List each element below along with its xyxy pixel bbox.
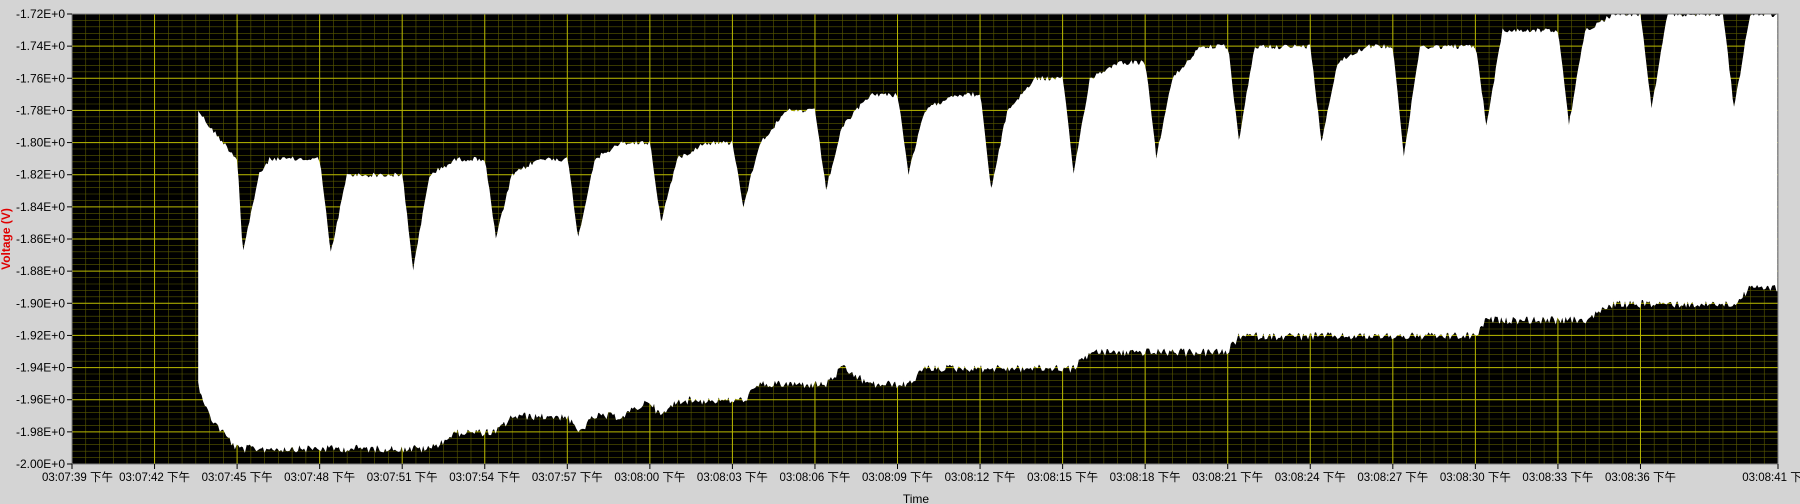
x-tick-label: 03:08:21 下午	[1192, 471, 1263, 484]
y-tick-label: -1.98E+0	[16, 425, 65, 439]
x-tick-label: 03:08:03 下午	[697, 471, 768, 484]
y-tick-label: -1.90E+0	[16, 296, 65, 310]
x-tick-label: 03:07:45 下午	[202, 471, 273, 484]
x-tick-label: 03:08:09 下午	[862, 471, 933, 484]
x-tick-label: 03:08:15 下午	[1027, 471, 1098, 484]
x-axis-label: Time	[903, 492, 930, 504]
x-tick-label: 03:08:24 下午	[1275, 471, 1346, 484]
y-tick-label: -1.74E+0	[16, 39, 65, 53]
y-tick-label: -1.94E+0	[16, 361, 65, 375]
y-tick-label: -1.88E+0	[16, 264, 65, 278]
x-axis-ticks: 03:07:39 下午 03:07:42 下午 03:07:45 下午 03:07:4…	[42, 464, 1800, 484]
x-tick-label: 03:08:41 下	[1742, 472, 1800, 484]
x-tick-label: 03:07:48 下午	[284, 471, 355, 484]
x-tick-label: 03:08:12 下午	[945, 471, 1016, 484]
signal-envelope	[198, 12, 1778, 453]
x-tick-label: 03:07:39 下午	[42, 471, 113, 484]
x-tick-label: 03:08:27 下午	[1357, 471, 1428, 484]
x-tick-label: 03:08:00 下午	[614, 471, 685, 484]
y-axis-ticks: -1.72E+0 -1.74E+0 -1.76E+0 -1.78E+0 -1.80E+0…	[16, 7, 72, 471]
y-tick-label: -1.86E+0	[16, 232, 65, 246]
x-tick-label: 03:08:30 下午	[1440, 471, 1511, 484]
y-tick-label: -1.72E+0	[16, 7, 65, 21]
x-tick-label: 03:07:54 下午	[449, 471, 520, 484]
series-envelope	[198, 12, 1778, 453]
y-tick-label: -1.96E+0	[16, 393, 65, 407]
x-tick-label: 03:08:36 下午	[1605, 471, 1676, 484]
y-tick-label: -1.92E+0	[16, 328, 65, 342]
y-tick-label: -1.82E+0	[16, 168, 65, 182]
x-tick-label: 03:08:06 下午	[779, 471, 850, 484]
x-tick-label: 03:07:51 下午	[367, 471, 438, 484]
x-tick-label: 03:07:57 下午	[532, 471, 603, 484]
x-tick-label: 03:07:42 下午	[119, 471, 190, 484]
y-tick-label: -2.00E+0	[16, 457, 65, 471]
y-axis-label: Voltage (V)	[0, 208, 13, 270]
x-tick-label: 03:08:18 下午	[1110, 471, 1181, 484]
y-tick-label: -1.84E+0	[16, 200, 65, 214]
y-tick-label: -1.80E+0	[16, 136, 65, 150]
y-tick-label: -1.78E+0	[16, 103, 65, 117]
x-tick-label: 03:08:33 下午	[1522, 471, 1593, 484]
y-tick-label: -1.76E+0	[16, 71, 65, 85]
